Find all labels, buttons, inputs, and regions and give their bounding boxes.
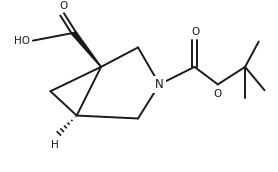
Text: H: H — [51, 140, 59, 150]
Text: O: O — [214, 89, 222, 99]
Polygon shape — [72, 31, 101, 67]
Text: HO: HO — [14, 36, 30, 46]
Text: N: N — [155, 78, 164, 91]
Text: O: O — [191, 27, 200, 37]
Text: O: O — [59, 1, 67, 11]
